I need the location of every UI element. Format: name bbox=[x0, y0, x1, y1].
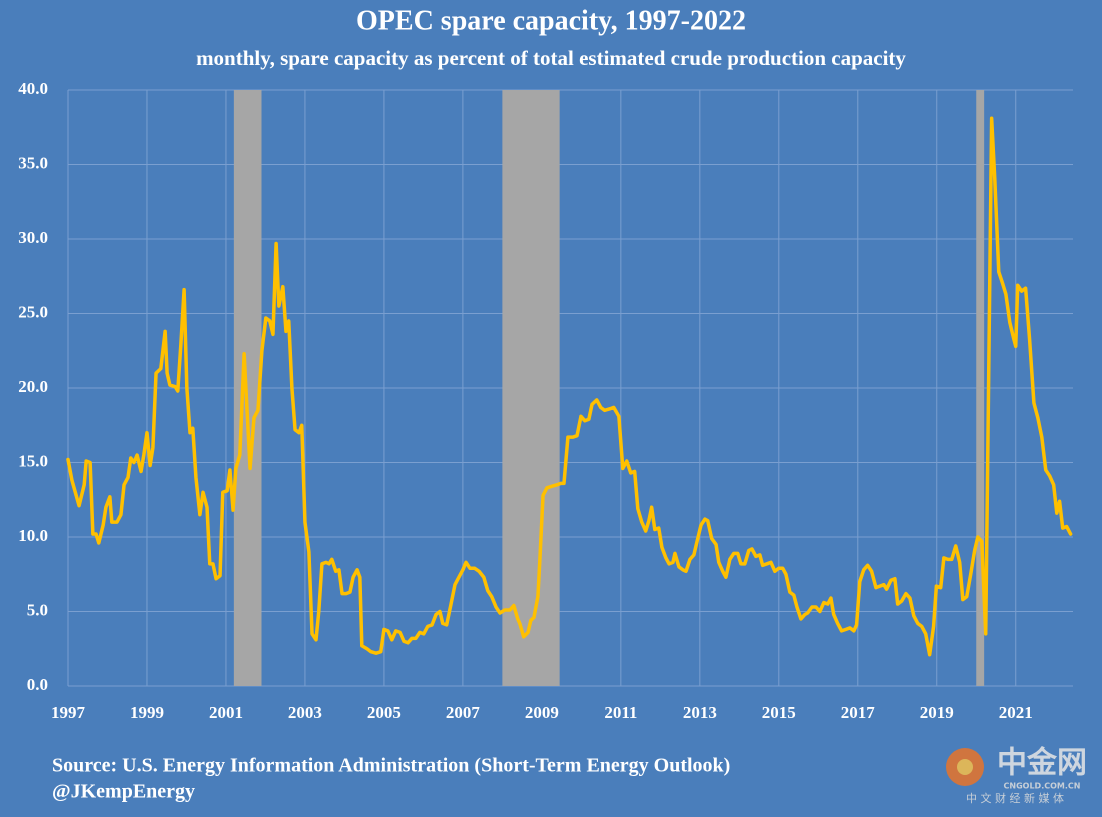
watermark-logo-inner bbox=[957, 759, 973, 775]
x-tick-label: 2005 bbox=[367, 703, 401, 722]
chart-title: OPEC spare capacity, 1997-2022 bbox=[356, 5, 746, 36]
x-tick-label: 2015 bbox=[762, 703, 796, 722]
watermark-brand: 中金网 bbox=[997, 746, 1087, 781]
watermark-site: CNGOLD.COM.CN bbox=[1004, 782, 1081, 791]
watermark: 中金网 CNGOLD.COM.CN 中 文 财 经 新 媒 体 bbox=[946, 746, 1087, 805]
x-tick-label: 2003 bbox=[288, 703, 322, 722]
y-tick-label: 10.0 bbox=[18, 526, 48, 545]
x-tick-label: 2013 bbox=[683, 703, 717, 722]
shaded-period bbox=[976, 90, 985, 686]
source-note: Source: U.S. Energy Information Administ… bbox=[52, 755, 730, 777]
x-tick-label: 2019 bbox=[920, 703, 954, 722]
x-tick-label: 1997 bbox=[51, 703, 86, 722]
x-tick-label: 2021 bbox=[999, 703, 1033, 722]
x-tick-label: 1999 bbox=[130, 703, 164, 722]
y-tick-label: 35.0 bbox=[18, 153, 48, 172]
y-tick-label: 25.0 bbox=[18, 302, 48, 321]
shaded-period bbox=[233, 90, 262, 686]
x-tick-label: 2011 bbox=[604, 703, 637, 722]
watermark-tagline: 中 文 财 经 新 媒 体 bbox=[966, 791, 1064, 805]
y-tick-label: 20.0 bbox=[18, 377, 48, 396]
x-tick-label: 2017 bbox=[841, 703, 876, 722]
x-tick-label: 2009 bbox=[525, 703, 559, 722]
y-tick-label: 15.0 bbox=[18, 451, 48, 470]
y-tick-label: 40.0 bbox=[18, 79, 48, 98]
shaded-period bbox=[502, 90, 560, 686]
y-tick-label: 0.0 bbox=[27, 675, 48, 694]
x-tick-label: 2001 bbox=[209, 703, 243, 722]
data-line bbox=[66, 116, 1073, 657]
x-tick-label: 2007 bbox=[446, 703, 481, 722]
y-tick-label: 30.0 bbox=[18, 228, 48, 247]
y-tick-label: 5.0 bbox=[27, 600, 48, 619]
credit: @JKempEnergy bbox=[52, 781, 195, 803]
chart-subtitle: monthly, spare capacity as percent of to… bbox=[196, 46, 906, 70]
